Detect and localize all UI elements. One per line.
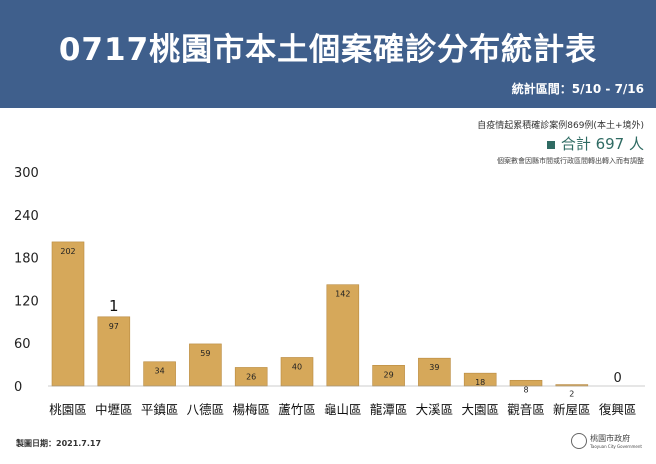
data-label: 202 <box>60 247 75 256</box>
bar <box>326 284 360 387</box>
x-tick-label: 中壢區 <box>95 402 133 417</box>
logo-text: 桃園市政府 <box>590 434 631 443</box>
data-label: 2 <box>569 390 574 399</box>
x-tick-label: 龍潭區 <box>370 402 408 417</box>
y-tick-label: 240 <box>14 209 39 224</box>
logo: 桃園市政府 Taoyuan City Government <box>571 433 642 449</box>
bar <box>189 343 222 387</box>
total-count: 合計 697 人 <box>546 133 644 154</box>
data-label: 18 <box>475 378 485 387</box>
x-tick-label: 大園區 <box>461 402 499 417</box>
data-label: 8 <box>523 385 528 394</box>
data-label: 40 <box>292 362 302 371</box>
x-tick-label: 大溪區 <box>416 402 454 417</box>
x-tick-label: 龜山區 <box>324 402 362 417</box>
total-label: 合計 697 人 <box>560 135 644 153</box>
data-label: 142 <box>335 290 350 299</box>
page-title: 0717桃園市本土個案確診分布統計表 <box>58 32 598 68</box>
x-tick-label: 楊梅區 <box>232 402 270 417</box>
x-tick-label: 桃園區 <box>49 402 87 417</box>
data-label: 34 <box>155 367 165 376</box>
y-tick-label: 0 <box>14 380 22 395</box>
annotation: 1 <box>109 297 119 315</box>
data-label: 26 <box>246 372 256 381</box>
x-tick-label: 蘆竹區 <box>278 402 316 417</box>
bar <box>143 361 176 387</box>
y-tick-label: 180 <box>14 252 39 267</box>
data-label: 29 <box>384 370 394 379</box>
data-label: 0 <box>613 371 621 386</box>
x-tick-label: 八德區 <box>187 402 225 417</box>
x-tick-label: 觀音區 <box>507 402 545 417</box>
bar <box>51 241 85 387</box>
y-tick-label: 120 <box>14 294 39 309</box>
chart-date: 製圖日期：2021.7.17 <box>16 439 102 448</box>
date-range: 統計區間：5/10 - 7/16 <box>511 82 644 96</box>
data-label: 39 <box>429 363 439 372</box>
x-tick-label: 新屋區 <box>553 402 591 417</box>
legend-square-icon <box>546 140 555 149</box>
header: 0717桃園市本土個案確診分布統計表 統計區間：5/10 - 7/16 <box>0 0 656 108</box>
bar <box>97 316 131 387</box>
y-tick-label: 60 <box>14 337 31 352</box>
data-label: 97 <box>109 322 119 331</box>
adjust-note: 個案數會因縣市間或行政區間轉出轉入而有調整 <box>497 157 644 165</box>
x-tick-label: 平鎮區 <box>141 402 179 417</box>
x-tick-label: 復興區 <box>599 402 637 417</box>
logo-en: Taoyuan City Government <box>590 444 642 449</box>
seal-icon <box>571 433 588 449</box>
y-tick-label: 300 <box>14 166 39 181</box>
data-label: 59 <box>200 349 210 358</box>
cumulative-note: 自疫情起累積確診案例869例(本土+境外) <box>477 121 644 131</box>
